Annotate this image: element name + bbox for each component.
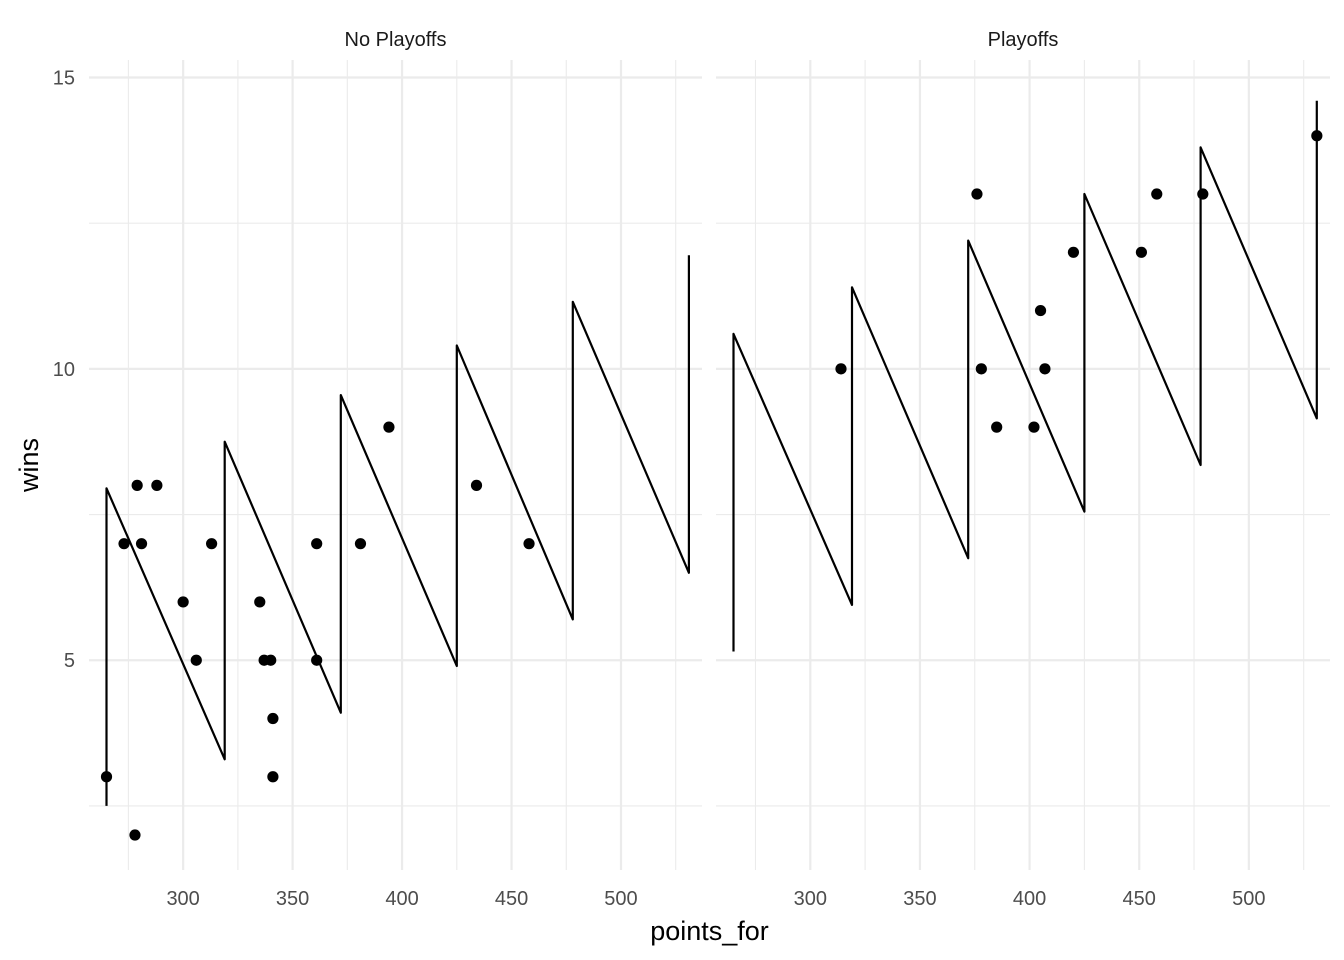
data-point	[1028, 421, 1040, 433]
x-tick-label: 500	[1232, 888, 1265, 910]
data-point	[129, 829, 141, 841]
facet-strip-label: No Playoffs	[345, 29, 447, 51]
data-point	[971, 188, 983, 200]
data-point	[100, 771, 113, 783]
series-line	[105, 255, 691, 806]
data-point	[311, 538, 323, 550]
data-point	[151, 479, 163, 491]
data-point	[254, 596, 266, 608]
panel-2: Playoffs 300 350 400 450 500	[716, 29, 1330, 910]
x-tick-label: 500	[604, 888, 637, 910]
data-point	[1151, 188, 1163, 200]
data-point	[975, 363, 987, 375]
facet-strip-label: Playoffs	[988, 29, 1059, 51]
data-point	[265, 654, 277, 666]
data-point	[135, 538, 148, 550]
x-tick-label: 300	[794, 888, 827, 910]
x-tick-label: 350	[276, 888, 309, 910]
x-tick-label: 450	[1123, 888, 1156, 910]
series-line	[732, 100, 1318, 652]
data-point	[1197, 188, 1209, 200]
y-tick-label: 15	[53, 67, 75, 89]
data-point	[131, 479, 143, 491]
y-tick-label: 5	[64, 650, 75, 672]
data-point	[523, 538, 535, 550]
y-axis: 5 10 15	[53, 67, 75, 672]
x-tick-label: 350	[903, 888, 936, 910]
data-point	[1311, 130, 1323, 142]
panel-1: No Playoffs 300 350 400 450 500	[89, 29, 702, 910]
y-tick-label: 10	[53, 359, 75, 381]
data-point	[206, 538, 218, 550]
x-tick-label: 450	[495, 888, 528, 910]
data-point	[267, 712, 279, 725]
data-point	[991, 421, 1003, 433]
data-point	[190, 654, 202, 666]
data-point	[311, 654, 323, 666]
data-point	[118, 538, 130, 550]
data-point	[835, 363, 847, 375]
x-axis-title: points_for	[650, 916, 769, 946]
data-point	[1039, 363, 1051, 375]
panels-group: No Playoffs 300 350 400 450 500 Playoffs 300 350…	[89, 29, 1330, 910]
data-point	[383, 421, 395, 433]
x-tick-label: 400	[1013, 888, 1046, 910]
x-tick-label: 300	[166, 888, 199, 910]
y-axis-title: wins	[14, 438, 44, 493]
data-point	[1067, 246, 1080, 258]
data-point	[354, 538, 367, 550]
x-tick-label: 400	[385, 888, 418, 910]
data-point	[177, 596, 189, 608]
data-point	[1034, 304, 1047, 317]
data-point	[470, 479, 483, 491]
data-point	[267, 771, 279, 783]
data-point	[1135, 246, 1148, 258]
